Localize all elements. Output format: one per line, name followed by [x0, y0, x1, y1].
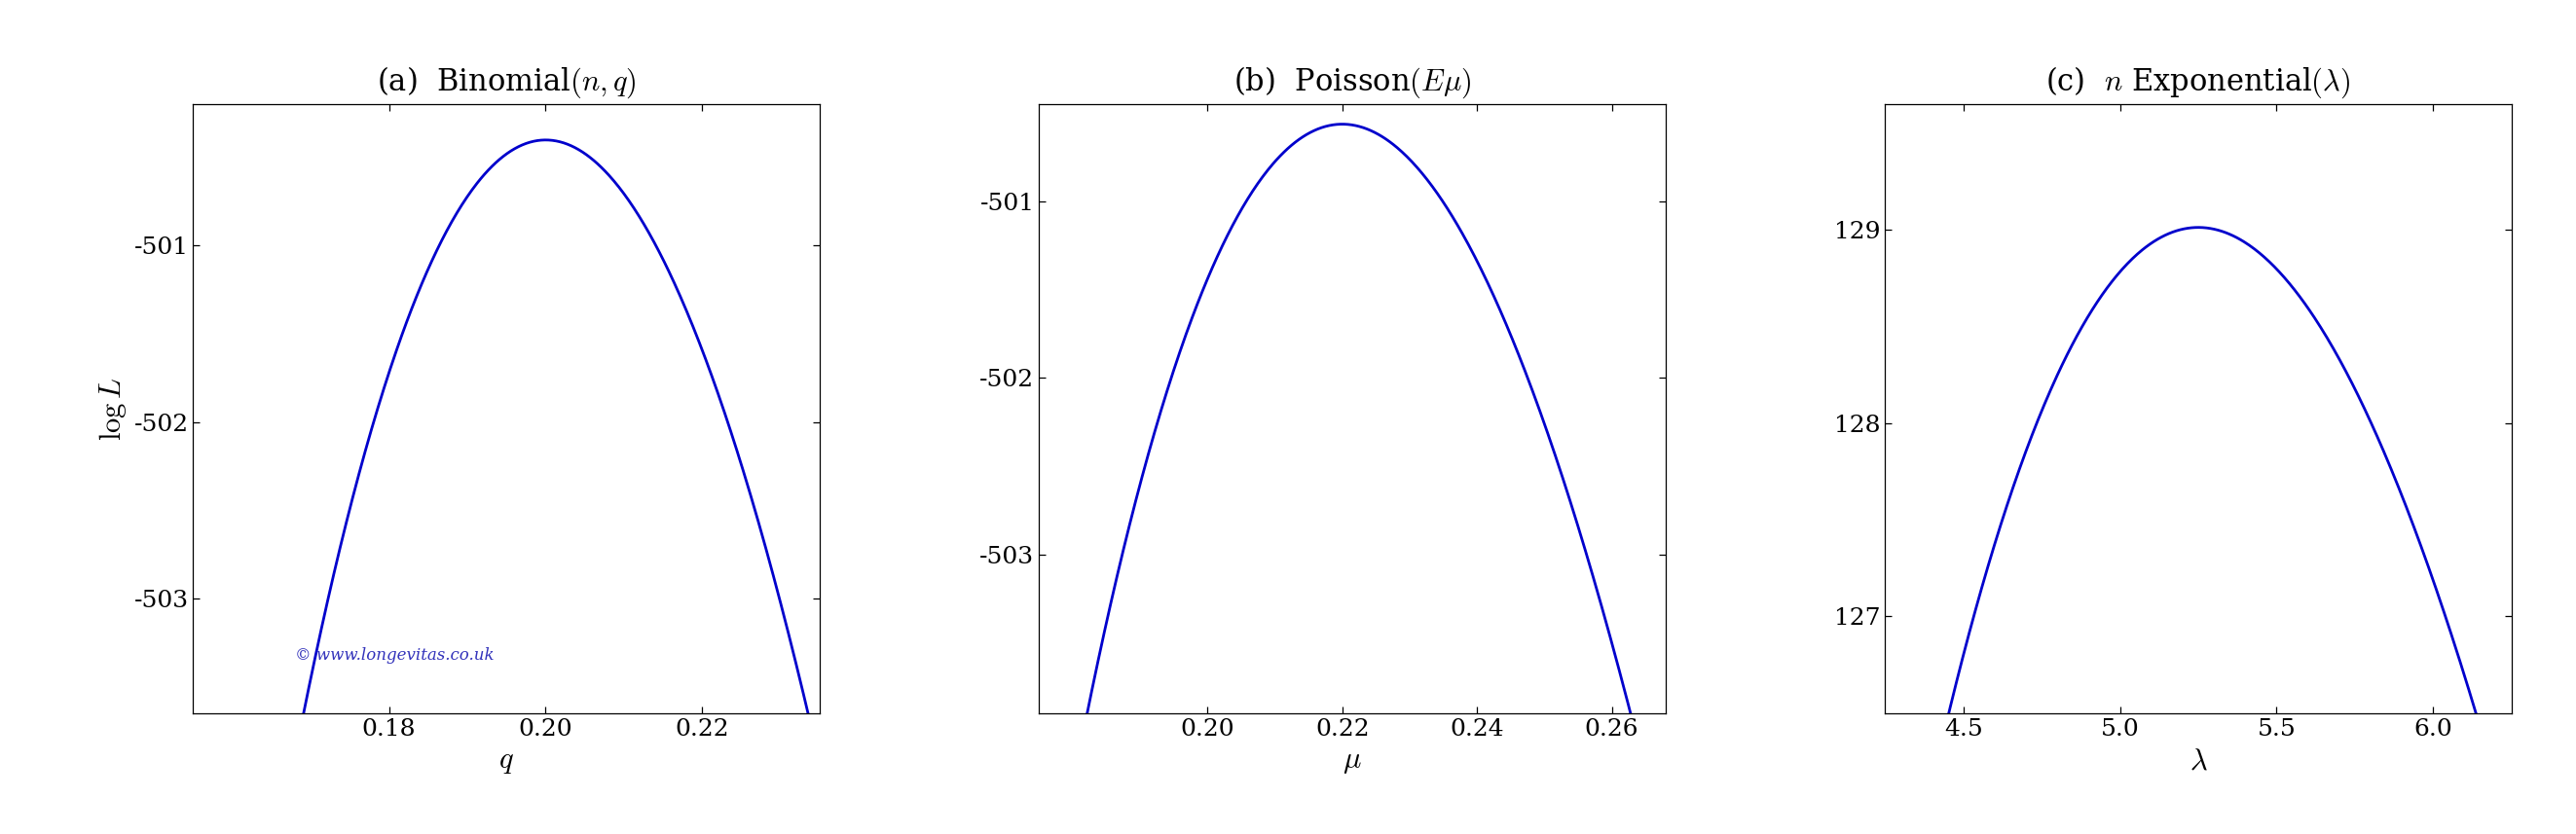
X-axis label: $\lambda$: $\lambda$ [2190, 746, 2208, 776]
Title: (c)  $n$ Exponential$(\lambda)$: (c) $n$ Exponential$(\lambda)$ [2045, 65, 2352, 101]
X-axis label: $\mu$: $\mu$ [1342, 746, 1363, 776]
Title: (b)  Poisson$(E\mu)$: (b) Poisson$(E\mu)$ [1234, 65, 1471, 101]
Text: © www.longevitas.co.uk: © www.longevitas.co.uk [296, 647, 495, 664]
X-axis label: $q$: $q$ [500, 746, 515, 776]
Title: (a)  Binomial$(n, q)$: (a) Binomial$(n, q)$ [376, 65, 636, 101]
Y-axis label: $\log L$: $\log L$ [98, 377, 129, 440]
